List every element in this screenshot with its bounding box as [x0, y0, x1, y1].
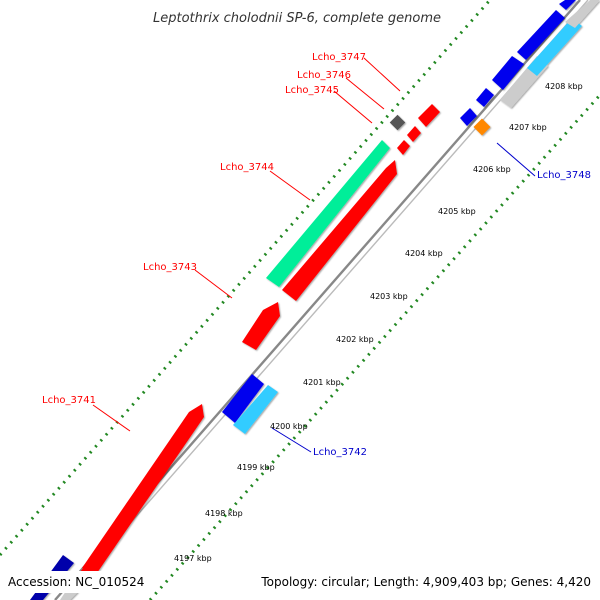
footer-topology: Topology: circular; Length: 4,909,403 bp…: [260, 575, 591, 589]
tick-label-4206: 4206 kbp: [473, 165, 511, 174]
pointer-lcho-3743: [194, 269, 233, 299]
map-title: Leptothrix cholodnii SP-6, complete geno…: [153, 11, 441, 26]
gene-arrow-lcho-3747[interactable]: [418, 104, 440, 127]
footer-accession-bg: [6, 571, 152, 593]
gene-arrow-lcho-3743[interactable]: [242, 302, 280, 350]
feature-track-outer: [30, 104, 440, 600]
axis-ticks: 4197 kbp 4198 kbp 4199 kbp 4200 kbp 4201…: [174, 82, 583, 563]
gc-skew-track-outer: [0, 0, 492, 556]
gene-label-lcho-3745[interactable]: Lcho_3745: [285, 85, 339, 96]
gene-arrow-right-a: [460, 108, 477, 126]
pointer-lcho-3741: [92, 404, 131, 432]
tick-label-4208: 4208 kbp: [545, 82, 583, 91]
gene-arrow-right-b: [476, 88, 494, 107]
gene-label-lcho-3747[interactable]: Lcho_3747: [312, 52, 366, 63]
gene-arrow-right-e: [559, 0, 576, 10]
gene-arrow-lcho-3742-cyan[interactable]: [233, 385, 278, 434]
gene-box-unknown[interactable]: [389, 114, 406, 131]
gene-box-lcho-3748[interactable]: [473, 118, 491, 136]
tick-label-4207: 4207 kbp: [509, 123, 547, 132]
tick-label-4202: 4202 kbp: [336, 335, 374, 344]
label-pointers: [92, 57, 536, 453]
gc-skew-track-inner: [148, 94, 600, 600]
gene-label-lcho-3743[interactable]: Lcho_3743: [143, 262, 197, 273]
tick-label-4200: 4200 kbp: [270, 422, 308, 431]
tick-label-4201: 4201 kbp: [303, 378, 341, 387]
footer-accession: Accession: NC_010524: [8, 575, 144, 589]
pointer-lcho-3745: [333, 90, 373, 124]
gene-label-lcho-3741[interactable]: Lcho_3741: [42, 395, 96, 406]
tick-label-4197: 4197 kbp: [174, 554, 212, 563]
gene-label-lcho-3746[interactable]: Lcho_3746: [297, 70, 351, 81]
pointer-lcho-3746: [345, 77, 385, 110]
gene-arrow-right-grey-2: [565, 0, 600, 28]
tick-label-4203: 4203 kbp: [370, 292, 408, 301]
gene-label-lcho-3744[interactable]: Lcho_3744: [220, 162, 274, 173]
pointer-lcho-3744: [269, 170, 311, 201]
tick-label-4199: 4199 kbp: [237, 463, 275, 472]
gene-arrow-lcho-3742-blue[interactable]: [222, 374, 264, 423]
feature-track-inner: [222, 0, 600, 434]
tick-label-4204: 4204 kbp: [405, 249, 443, 258]
gene-labels: Lcho_3741 Lcho_3742 Lcho_3743 Lcho_3744 …: [42, 52, 591, 458]
gene-arrow-lcho-3746[interactable]: [407, 126, 421, 142]
tick-label-4198: 4198 kbp: [205, 509, 243, 518]
gene-arrow-lcho-3745[interactable]: [397, 140, 410, 155]
gene-arrow-right-cyan: [527, 18, 582, 76]
gene-arrow-lcho-3744[interactable]: [282, 160, 397, 301]
tick-label-4205: 4205 kbp: [438, 207, 476, 216]
pointer-lcho-3748: [496, 142, 536, 177]
gene-arrow-rna[interactable]: [266, 140, 390, 287]
gene-label-lcho-3748[interactable]: Lcho_3748: [537, 170, 591, 181]
footer-topology-bg: [256, 571, 596, 593]
pointer-lcho-3742: [271, 427, 312, 453]
gene-arrow-lcho-3741-b: [77, 505, 130, 576]
gene-label-lcho-3742[interactable]: Lcho_3742: [313, 447, 367, 458]
gene-arrow-right-d: [517, 10, 565, 60]
gene-arrow-right-c: [492, 56, 524, 90]
pointer-lcho-3747: [363, 57, 401, 92]
